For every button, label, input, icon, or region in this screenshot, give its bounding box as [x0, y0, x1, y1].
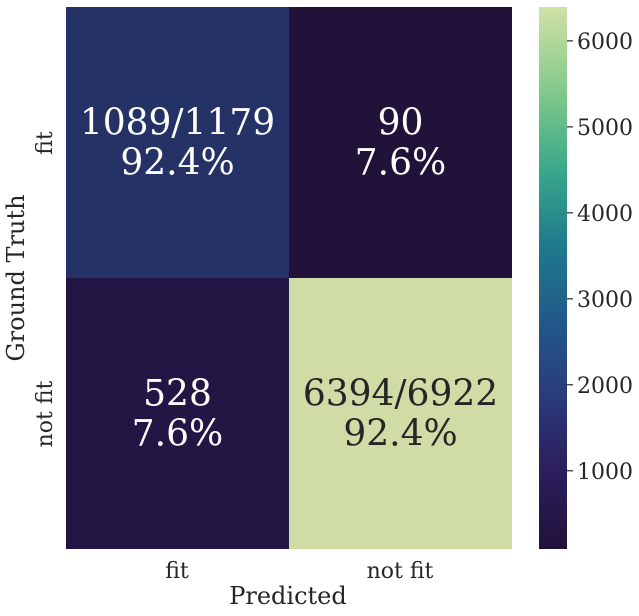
cell-annotations: 1089/117992.4%907.6%5287.6%6394/692292.4…	[80, 103, 498, 455]
x-tick-label-not-fit: not fit	[367, 559, 434, 584]
colorbar-tick-label: 6000	[577, 30, 633, 55]
y-axis-title: Ground Truth	[2, 194, 30, 361]
colorbar-ticks: 1000 2000 3000 4000 5000 6000	[567, 30, 633, 485]
cell-annotation-1-0-percent: 7.6%	[132, 414, 223, 455]
x-tick-label-fit: fit	[165, 559, 189, 584]
colorbar-tick-label: 4000	[577, 202, 633, 227]
cell-annotation-0-0-count: 1089/1179	[80, 103, 275, 144]
heatmap-cell-1-0	[66, 278, 289, 549]
heatmap-cell-0-0	[66, 7, 289, 278]
y-tick-label-fit: fit	[33, 131, 58, 155]
heatmap-cell-1-1	[289, 278, 512, 549]
cell-annotation-1-0-count: 528	[143, 374, 212, 415]
colorbar-tick-label: 1000	[577, 460, 633, 485]
cell-annotation-1-1-count: 6394/6922	[303, 374, 498, 415]
colorbar-tick-label: 2000	[577, 374, 633, 399]
cell-annotation-0-1-percent: 7.6%	[355, 143, 446, 184]
cell-annotation-0-0-percent: 92.4%	[120, 143, 234, 184]
colorbar-tick-label: 3000	[577, 288, 633, 313]
heatmap-cells	[66, 7, 512, 549]
y-tick-label-not-fit: not fit	[33, 380, 58, 447]
heatmap-cell-0-1	[289, 7, 512, 278]
cell-annotation-1-1-percent: 92.4%	[343, 414, 457, 455]
colorbar-tick-label: 5000	[577, 116, 633, 141]
colorbar	[539, 7, 567, 549]
cell-annotation-0-1-count: 90	[378, 103, 424, 144]
x-axis-title: Predicted	[229, 582, 347, 610]
